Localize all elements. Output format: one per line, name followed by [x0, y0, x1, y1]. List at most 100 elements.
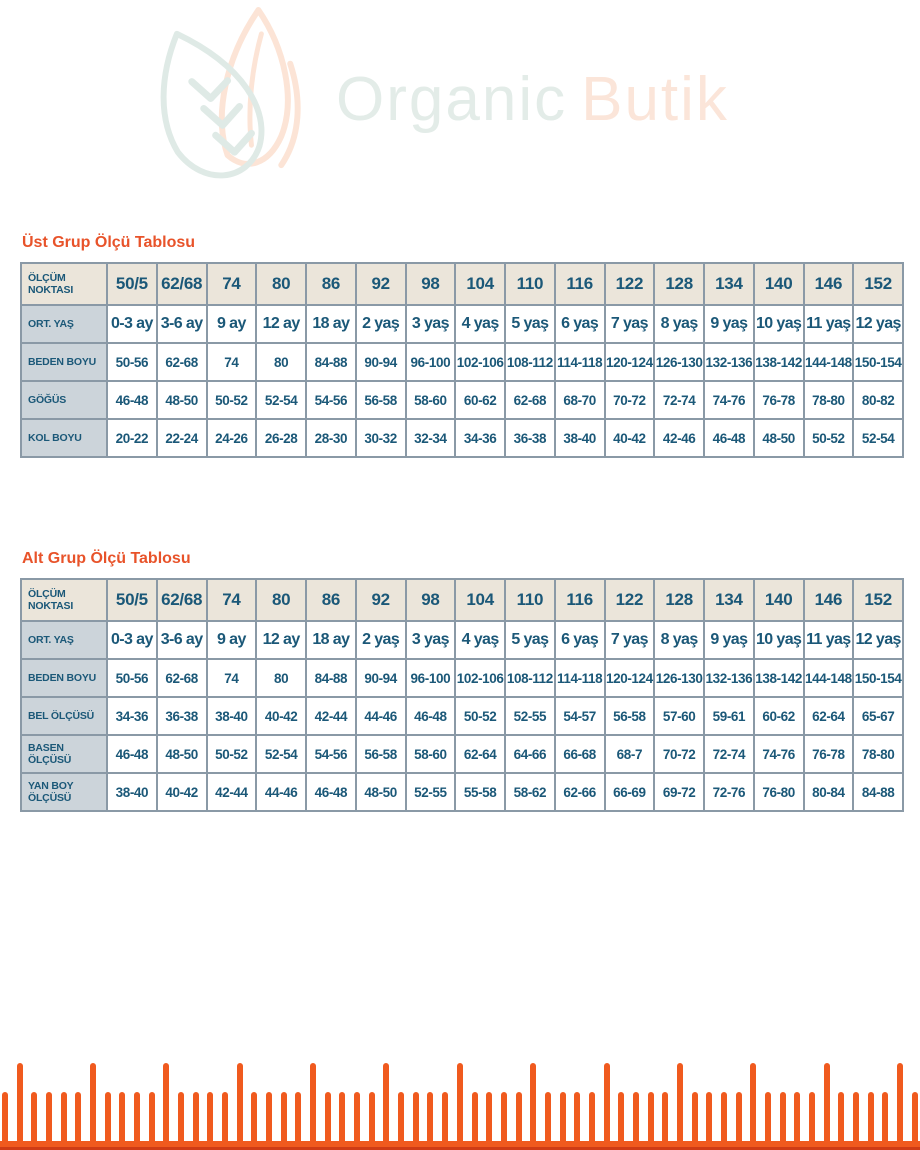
size-header-cell: 134	[703, 262, 755, 306]
value-cell: 12 yaş	[852, 304, 904, 344]
value-cell: 144-148	[802, 342, 855, 382]
ruler-tick	[662, 1092, 669, 1150]
brand-name-organic: Organic	[336, 64, 568, 134]
value-cell: 50-52	[802, 418, 855, 458]
value-cell: 10 yaş	[752, 304, 805, 344]
ruler-tick	[500, 1092, 507, 1150]
value-cell: 5 yaş	[504, 304, 556, 344]
ruler-tick	[134, 1092, 141, 1150]
size-header-cell: 74	[205, 578, 258, 622]
size-header-cell: 86	[305, 578, 357, 622]
ruler-tick	[339, 1092, 346, 1150]
value-cell: 70-72	[653, 734, 705, 774]
row-label: GÖĞÜS	[20, 380, 108, 420]
value-cell: 3-6 ay	[155, 304, 208, 344]
value-cell: 76-78	[802, 734, 855, 774]
value-cell: 18 ay	[305, 304, 357, 344]
value-cell: 9 ay	[205, 304, 258, 344]
value-cell: 42-44	[205, 772, 258, 812]
size-header-cell: 152	[852, 578, 904, 622]
value-cell: 38-40	[553, 418, 606, 458]
ruler-tick	[882, 1092, 889, 1150]
value-cell: 48-50	[752, 418, 805, 458]
ruler-tall-tick	[310, 1063, 317, 1150]
ruler-tick	[618, 1092, 625, 1150]
brand-header: Organic Butik	[156, 6, 729, 190]
value-cell: 48-50	[354, 772, 407, 812]
value-cell: 76-80	[752, 772, 805, 812]
size-header-cell: 98	[404, 578, 457, 622]
value-cell: 6 yaş	[553, 620, 606, 660]
value-cell: 150-154	[852, 342, 904, 382]
ruler-tall-tick	[163, 1063, 170, 1150]
value-cell: 108-112	[504, 342, 556, 382]
leaf-logo-icon	[160, 7, 301, 179]
ruler-tick	[471, 1092, 478, 1150]
size-header-cell: 80	[255, 262, 307, 306]
value-cell: 44-46	[255, 772, 307, 812]
ruler-tick	[280, 1092, 287, 1150]
ruler-tall-tick	[236, 1063, 243, 1150]
ruler-tick	[911, 1092, 918, 1150]
value-cell: 102-106	[454, 342, 506, 382]
value-cell: 50-52	[454, 696, 506, 736]
ruler-tick	[251, 1092, 258, 1150]
value-cell: 84-88	[852, 772, 904, 812]
ruler-tick	[515, 1092, 522, 1150]
data-row: BASEN ÖLÇÜSÜ 46-48 48-50 50-52 52-54 54-56 56-…	[20, 734, 904, 774]
value-cell: 58-60	[404, 380, 457, 420]
value-cell: 20-22	[106, 418, 158, 458]
value-cell: 34-36	[106, 696, 158, 736]
value-cell: 7 yaş	[603, 620, 656, 660]
value-cell: 22-24	[155, 418, 208, 458]
size-header-cell: 146	[802, 578, 855, 622]
size-header-cell: 116	[553, 262, 606, 306]
ruler-tick	[691, 1092, 698, 1150]
value-cell: 36-38	[504, 418, 556, 458]
value-cell: 58-62	[504, 772, 556, 812]
value-cell: 48-50	[155, 734, 208, 774]
value-cell: 56-58	[354, 380, 407, 420]
data-row: BEDEN BOYU 50-56 62-68 74 80 84-88 90-94 96-100…	[20, 658, 904, 698]
value-cell: 72-74	[703, 734, 755, 774]
size-header-cell: 110	[504, 578, 556, 622]
value-cell: 36-38	[155, 696, 208, 736]
ruler-tick	[486, 1092, 493, 1150]
ruler-tall-tick	[823, 1063, 830, 1150]
brand-name-butik: Butik	[581, 64, 729, 134]
value-cell: 8 yaş	[653, 620, 705, 660]
ruler-tick	[192, 1092, 199, 1150]
value-cell: 62-64	[802, 696, 855, 736]
value-cell: 80-84	[802, 772, 855, 812]
brand-wordmark: Organic Butik	[336, 64, 729, 135]
value-cell: 3-6 ay	[155, 620, 208, 660]
value-cell: 120-124	[603, 342, 656, 382]
value-cell: 102-106	[454, 658, 506, 698]
ruler-tick	[266, 1092, 273, 1150]
value-cell: 58-60	[404, 734, 457, 774]
value-cell: 46-48	[305, 772, 357, 812]
value-cell: 56-58	[603, 696, 656, 736]
value-cell: 52-55	[404, 772, 457, 812]
value-cell: 6 yaş	[553, 304, 606, 344]
value-cell: 80	[255, 342, 307, 382]
value-cell: 34-36	[454, 418, 506, 458]
ruler-tick	[838, 1092, 845, 1150]
value-cell: 42-46	[653, 418, 705, 458]
value-cell: 62-68	[504, 380, 556, 420]
value-cell: 132-136	[703, 658, 755, 698]
value-cell: 50-52	[205, 380, 258, 420]
ruler-tick	[764, 1092, 771, 1150]
value-cell: 54-56	[305, 380, 357, 420]
ruler-tick	[559, 1092, 566, 1150]
value-cell: 84-88	[305, 658, 357, 698]
value-cell: 11 yaş	[802, 304, 855, 344]
size-header-cell: 140	[752, 578, 805, 622]
ruler-tall-tick	[90, 1063, 97, 1150]
size-header-cell: 140	[752, 262, 805, 306]
size-header-cell: 92	[354, 578, 407, 622]
value-cell: 24-26	[205, 418, 258, 458]
value-cell: 64-66	[504, 734, 556, 774]
lower-size-table: ÖLÇÜM NOKTASI 50/5 62/68 74 80 86 92 98 104 110 11…	[20, 578, 904, 812]
value-cell: 50-56	[106, 342, 158, 382]
